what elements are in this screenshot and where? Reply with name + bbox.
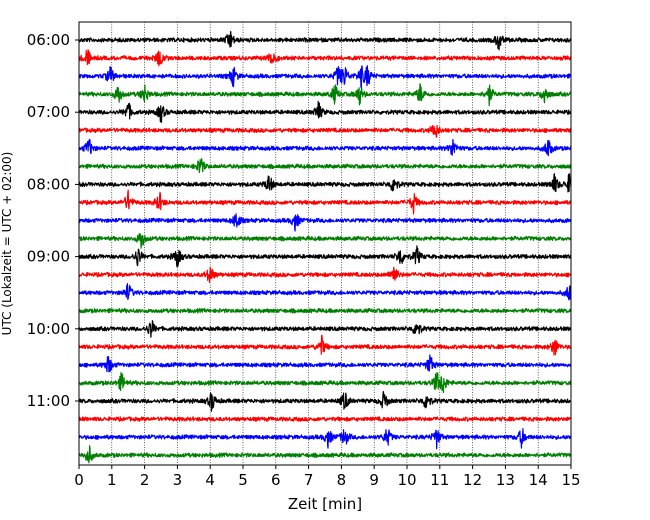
trace-1000	[78, 320, 572, 338]
trace-1130	[78, 428, 572, 450]
x-tick-label: 15	[561, 471, 580, 489]
trace-0800	[78, 173, 572, 193]
trace-1045	[78, 371, 572, 394]
x-axis: 0 1 2 3 4 5 6 7 8 9 10 11 12 13 14 15	[74, 465, 581, 489]
x-tick-label: 6	[271, 471, 281, 489]
y-tick-label: 08:00	[27, 175, 70, 193]
plot-frame	[78, 21, 572, 466]
x-tick-label: 5	[238, 471, 248, 489]
trace-0930	[78, 282, 572, 301]
y-tick-label: 11:00	[27, 392, 70, 410]
trace-0600	[78, 30, 572, 51]
trace-group	[78, 30, 572, 464]
trace-0645	[78, 83, 572, 107]
trace-0845	[78, 233, 572, 249]
x-tick-label: 13	[496, 471, 515, 489]
y-tick-label: 07:00	[27, 103, 70, 121]
x-tick-label: 7	[304, 471, 314, 489]
trace-0615	[78, 49, 572, 67]
x-axis-label: Zeit [min]	[288, 495, 362, 513]
x-tick-label: 0	[74, 471, 84, 489]
y-axis-label: UTC (Lokalzeit = UTC + 02:00)	[0, 152, 14, 336]
trace-1115	[78, 416, 572, 422]
trace-0900	[78, 245, 572, 268]
trace-0745	[78, 158, 572, 174]
trace-1145	[78, 445, 572, 464]
x-tick-label: 10	[397, 471, 416, 489]
trace-1015	[78, 334, 572, 356]
trace-0945	[78, 307, 572, 314]
y-tick-label: 10:00	[27, 320, 70, 338]
x-tick-label: 1	[107, 471, 117, 489]
x-tick-label: 3	[173, 471, 183, 489]
x-tick-label: 2	[140, 471, 150, 489]
x-tick-label: 4	[205, 471, 215, 489]
trace-1030	[78, 354, 572, 373]
trace-0815	[78, 189, 572, 215]
trace-0830	[78, 213, 572, 232]
trace-0730	[78, 138, 572, 157]
y-tick-label: 06:00	[27, 31, 70, 49]
trace-0715	[78, 124, 572, 138]
x-tick-label: 14	[529, 471, 548, 489]
trace-0630	[78, 65, 572, 89]
trace-0700	[78, 100, 572, 123]
x-tick-label: 12	[463, 471, 482, 489]
trace-0915	[78, 266, 572, 284]
trace-1100	[78, 390, 572, 412]
y-tick-label: 09:00	[27, 248, 70, 266]
x-tick-label: 9	[369, 471, 379, 489]
y-axis: 06:00 07:00 08:00 09:00 10:00 11:00	[27, 31, 79, 410]
x-tick-label: 11	[430, 471, 449, 489]
x-tick-label: 8	[337, 471, 347, 489]
